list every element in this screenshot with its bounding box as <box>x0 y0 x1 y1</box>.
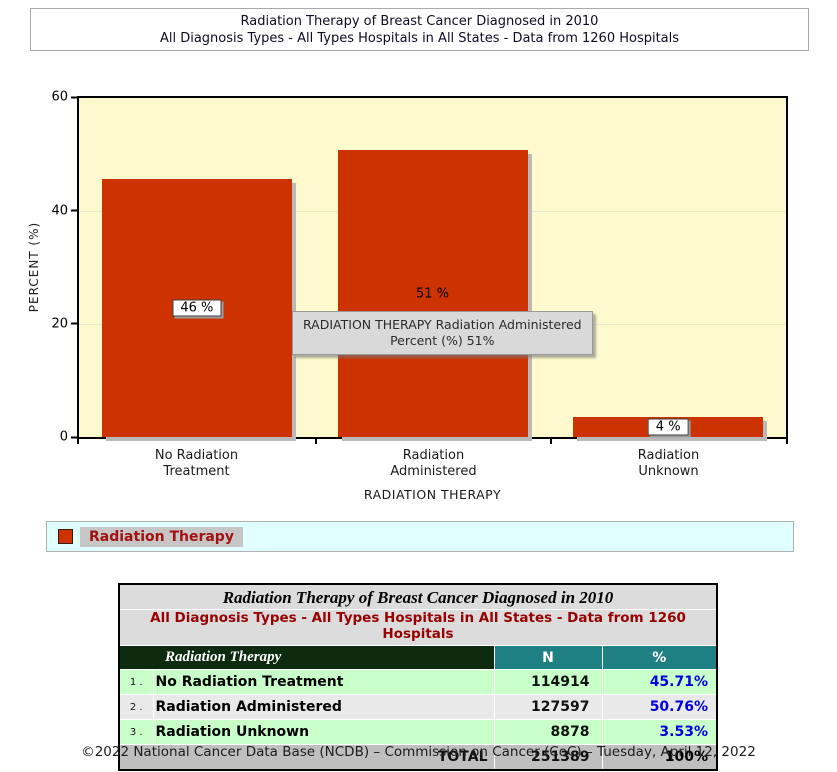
y-tick-60: 60 <box>51 90 79 105</box>
report-title: Radiation Therapy of Breast Cancer Diagn… <box>240 13 599 29</box>
table-row: 2 . Radiation Administered 127597 50.76% <box>118 694 718 720</box>
legend-swatch <box>58 529 73 544</box>
report-subtitle: All Diagnosis Types - All Types Hospital… <box>159 30 680 46</box>
row-count: 8878 <box>493 719 603 745</box>
bar-chart-plot-area: 46 % 51 % 4 % 60 40 20 0 <box>51 90 788 445</box>
table-title: Radiation Therapy of Breast Cancer Diagn… <box>118 583 718 610</box>
x-category-radiation-administered: Radiation Administered <box>390 448 477 479</box>
row-category: Radiation Administered <box>152 694 495 720</box>
row-count: 114914 <box>493 669 603 695</box>
chart-tooltip: RADIATION THERAPY Radiation Administered… <box>292 311 593 355</box>
x-tick <box>77 437 79 444</box>
row-number: 2 . <box>118 694 154 720</box>
y-tick-20: 20 <box>51 316 79 331</box>
x-category-radiation-unknown: Radiation Unknown <box>637 448 700 479</box>
table-row: 3 . Radiation Unknown 8878 3.53% <box>118 719 718 745</box>
x-tick <box>550 437 553 444</box>
x-tick <box>786 437 788 444</box>
row-percent: 50.76% <box>601 694 718 720</box>
table-total-row: TOTAL 251389 100% <box>118 744 718 771</box>
row-percent: 3.53% <box>601 719 718 745</box>
table-subtitle-row: All Diagnosis Types - All Types Hospital… <box>118 609 718 646</box>
x-category-no-radiation-treatment: No Radiation Treatment <box>154 448 239 479</box>
y-tick-0: 0 <box>60 430 79 445</box>
tooltip-line1: RADIATION THERAPY Radiation Administered <box>303 317 582 332</box>
bar-radiation-administered[interactable]: 51 % <box>337 150 528 437</box>
row-number: 1 . <box>118 669 154 695</box>
bar-value-label: 4 % <box>647 418 689 436</box>
row-percent: 45.71% <box>601 669 718 695</box>
legend-strip: Radiation Therapy <box>46 521 794 552</box>
bar-no-radiation-treatment[interactable]: 46 % <box>101 178 292 437</box>
column-header-n: N <box>493 645 603 670</box>
x-tick <box>314 437 317 444</box>
column-header-radiation-therapy: Radiation Therapy <box>118 645 495 670</box>
y-axis-title: PERCENT (%) <box>27 221 41 313</box>
bar-value-label: 51 % <box>415 286 450 302</box>
column-header-pct: % <box>601 645 718 670</box>
table-subtitle: All Diagnosis Types - All Types Hospital… <box>118 609 718 646</box>
row-number: 3 . <box>118 719 154 745</box>
legend-item-radiation-therapy[interactable]: Radiation Therapy <box>80 526 243 547</box>
bar-radiation-unknown[interactable]: 4 % <box>573 417 764 437</box>
table-row: 1 . No Radiation Treatment 114914 45.71% <box>118 669 718 695</box>
tooltip-line2: Percent (%) 51% <box>390 333 495 348</box>
bars-container: 46 % 51 % 4 % <box>79 98 786 437</box>
copyright-footer: ©2022 National Cancer Data Base (NCDB) –… <box>81 744 756 760</box>
summary-table: Radiation Therapy of Breast Cancer Diagn… <box>118 583 718 771</box>
row-category: No Radiation Treatment <box>152 669 495 695</box>
row-count: 127597 <box>493 694 603 720</box>
table-column-header-row: Radiation Therapy N % <box>118 645 718 670</box>
table-title-row: Radiation Therapy of Breast Cancer Diagn… <box>118 583 718 610</box>
bar-value-label: 46 % <box>172 299 222 317</box>
x-axis-title: RADIATION THERAPY <box>363 487 502 502</box>
total-percent: 100% <box>601 744 718 771</box>
total-label: TOTAL <box>118 744 495 771</box>
y-tick-40: 40 <box>51 203 79 218</box>
report-header: Radiation Therapy of Breast Cancer Diagn… <box>30 8 809 51</box>
row-category: Radiation Unknown <box>152 719 495 745</box>
